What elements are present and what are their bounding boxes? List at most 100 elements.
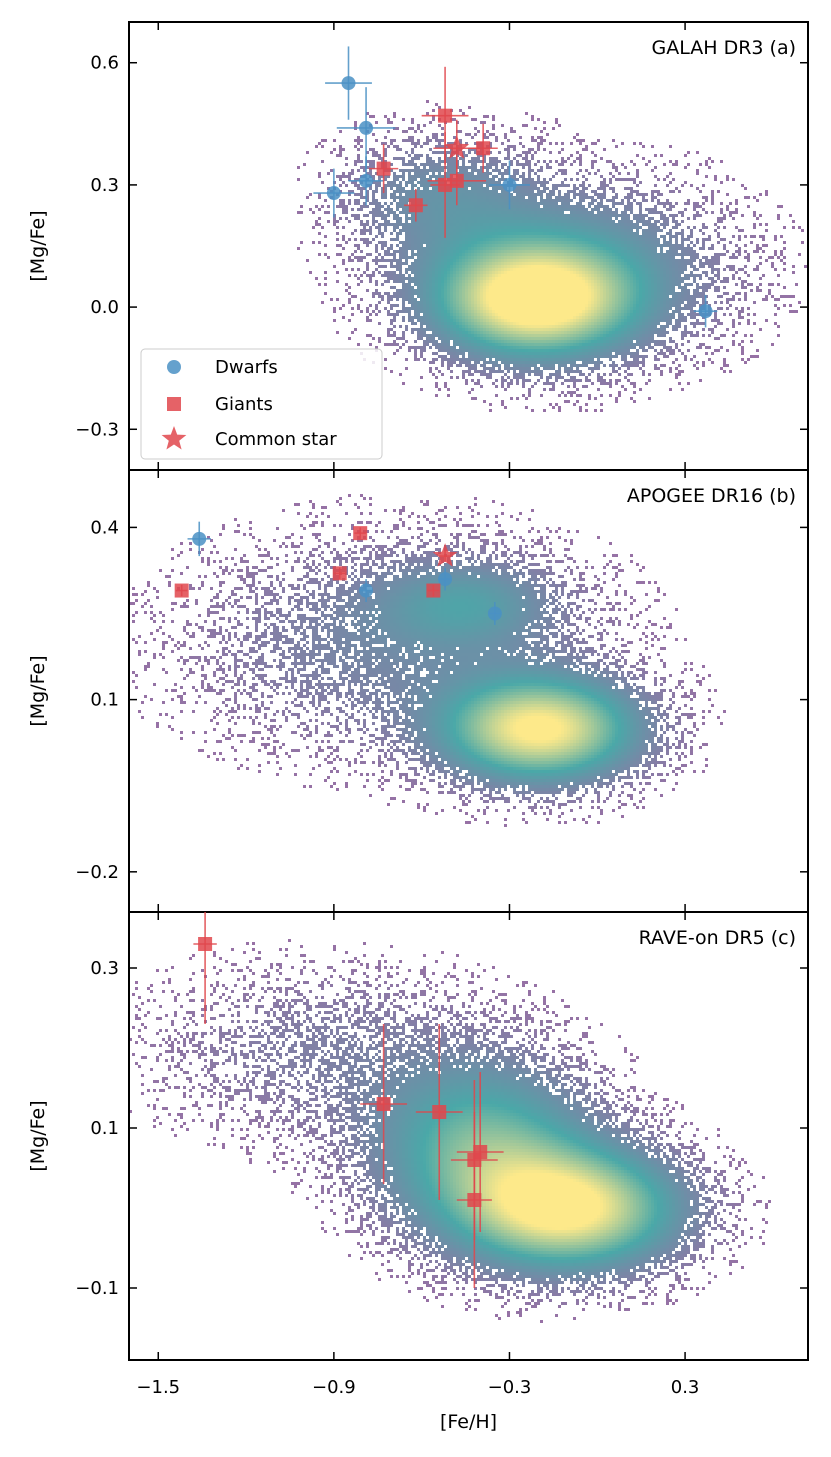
density-cell xyxy=(408,244,411,247)
density-cell xyxy=(558,304,561,307)
density-cell xyxy=(492,364,495,367)
density-cell xyxy=(534,262,537,265)
density-cell xyxy=(564,370,567,373)
density-cell xyxy=(489,166,492,169)
density-cell xyxy=(498,250,501,253)
density-cell xyxy=(555,244,558,247)
density-cell xyxy=(495,136,498,139)
density-cell xyxy=(489,367,492,370)
density-cell xyxy=(537,250,540,253)
density-cell xyxy=(561,142,564,145)
density-cell xyxy=(480,172,483,175)
density-cell xyxy=(426,289,429,292)
density-cell xyxy=(495,298,498,301)
density-cell xyxy=(486,208,489,211)
density-cell xyxy=(492,382,495,385)
density-cell xyxy=(453,355,456,358)
density-cell xyxy=(570,319,573,322)
density-cell xyxy=(462,304,465,307)
density-cell xyxy=(531,355,534,358)
density-cell xyxy=(345,283,348,286)
density-cell xyxy=(495,244,498,247)
density-cell xyxy=(534,235,537,238)
density-cell xyxy=(474,214,477,217)
density-cell xyxy=(399,184,402,187)
density-cell xyxy=(543,268,546,271)
density-cell xyxy=(528,325,531,328)
density-cell xyxy=(369,169,372,172)
density-cell xyxy=(438,262,441,265)
density-cell xyxy=(369,274,372,277)
density-cell xyxy=(582,373,585,376)
density-cell xyxy=(411,142,414,145)
density-cell xyxy=(555,160,558,163)
density-cell xyxy=(549,235,552,238)
density-cell xyxy=(393,340,396,343)
density-cell xyxy=(531,205,534,208)
density-cell xyxy=(564,169,567,172)
density-cell xyxy=(540,343,543,346)
density-cell xyxy=(426,169,429,172)
density-cell xyxy=(474,184,477,187)
density-cell xyxy=(450,217,453,220)
density-cell xyxy=(483,340,486,343)
density-cell xyxy=(483,259,486,262)
density-cell xyxy=(465,232,468,235)
density-cell xyxy=(504,256,507,259)
density-cell xyxy=(339,130,342,133)
density-cell xyxy=(411,289,414,292)
density-cell xyxy=(468,223,471,226)
density-cell xyxy=(537,289,540,292)
density-cell xyxy=(558,409,561,412)
density-cell xyxy=(441,268,444,271)
density-cell xyxy=(426,154,429,157)
density-cell xyxy=(555,370,558,373)
density-cell xyxy=(576,256,579,259)
density-cell xyxy=(501,178,504,181)
density-cell xyxy=(576,247,579,250)
density-cell xyxy=(564,232,567,235)
density-cell xyxy=(435,331,438,334)
density-cell xyxy=(489,295,492,298)
density-cell xyxy=(558,163,561,166)
density-cell xyxy=(432,241,435,244)
density-cell xyxy=(399,268,402,271)
density-cell xyxy=(543,127,546,130)
density-cell xyxy=(384,160,387,163)
density-cell xyxy=(549,334,552,337)
density-cell xyxy=(336,280,339,283)
density-cell xyxy=(540,241,543,244)
density-cell xyxy=(492,133,495,136)
density-cell xyxy=(528,394,531,397)
density-cell xyxy=(528,160,531,163)
density-cell xyxy=(414,130,417,133)
density-cell xyxy=(357,199,360,202)
density-cell xyxy=(426,223,429,226)
density-cell xyxy=(393,178,396,181)
density-cell xyxy=(471,178,474,181)
density-cell xyxy=(456,271,459,274)
density-cell xyxy=(519,316,522,319)
density-cell xyxy=(492,193,495,196)
density-cell xyxy=(489,214,492,217)
density-cell xyxy=(477,238,480,241)
density-cell xyxy=(468,220,471,223)
density-cell xyxy=(408,235,411,238)
density-cell xyxy=(582,193,585,196)
density-cell xyxy=(546,376,549,379)
density-cell xyxy=(549,361,552,364)
density-cell xyxy=(471,235,474,238)
density-cell xyxy=(537,370,540,373)
density-cell xyxy=(528,346,531,349)
density-cell xyxy=(429,325,432,328)
density-cell xyxy=(342,202,345,205)
density-cell xyxy=(471,205,474,208)
density-cell xyxy=(495,322,498,325)
density-cell xyxy=(549,253,552,256)
density-cell xyxy=(486,349,489,352)
density-cell xyxy=(480,331,483,334)
density-cell xyxy=(429,328,432,331)
density-cell xyxy=(585,145,588,148)
density-cell xyxy=(357,244,360,247)
density-cell xyxy=(348,256,351,259)
